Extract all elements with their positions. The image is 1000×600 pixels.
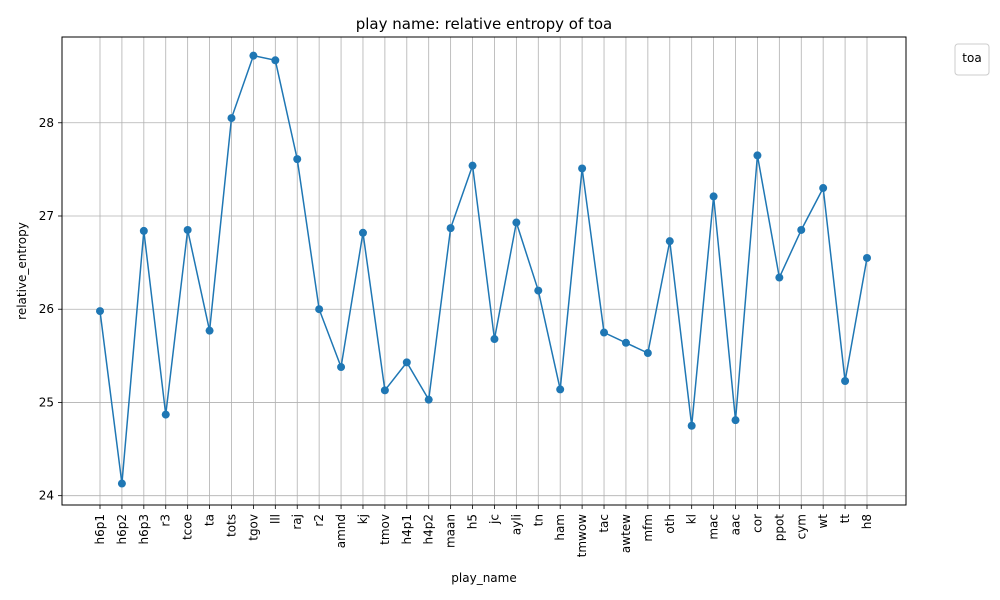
x-tick-label: wt: [816, 514, 830, 529]
x-tick-label: mac: [707, 514, 721, 540]
data-point: [315, 305, 324, 314]
data-point: [621, 338, 630, 347]
x-tick-label: h6p1: [93, 514, 107, 545]
data-point: [600, 328, 609, 337]
x-tick-label: oth: [663, 514, 677, 534]
x-tick-label: tmov: [378, 514, 392, 545]
x-tick-label: aac: [729, 514, 743, 535]
data-point: [512, 218, 521, 227]
data-point: [819, 184, 828, 193]
y-ticks: 24 25 26 27 28: [39, 116, 62, 503]
x-tick-label: tcoe: [181, 514, 195, 540]
data-point: [402, 358, 411, 367]
x-tick-label: kl: [685, 514, 699, 524]
x-tick-label: h6p3: [137, 514, 151, 545]
legend-title: toa: [962, 51, 981, 65]
data-point: [96, 307, 104, 316]
x-tick-label: tn: [531, 514, 545, 526]
x-tick-label: lll: [268, 514, 282, 524]
x-tick-label: h6p2: [115, 514, 129, 545]
data-point: [446, 224, 455, 233]
data-point: [227, 114, 236, 123]
data-point: [183, 225, 192, 234]
data-point: [687, 421, 696, 430]
x-tick-label: tac: [597, 514, 611, 533]
data-point: [293, 155, 302, 164]
data-point: [665, 237, 674, 246]
x-tick-label: h4p1: [400, 514, 414, 545]
y-tick-label: 28: [39, 116, 54, 130]
data-point: [337, 363, 346, 372]
data-point: [139, 226, 148, 235]
x-tick-label: h4p2: [422, 514, 436, 545]
data-point: [249, 51, 258, 60]
data-point: [863, 253, 871, 262]
data-point: [271, 56, 280, 65]
data-point: [578, 164, 587, 173]
plot-frame: [61, 36, 907, 506]
chart-title: play name: relative entropy of toa: [356, 15, 613, 33]
series-line: [99, 54, 868, 484]
x-tick-label: ayli: [509, 514, 523, 535]
x-tick-label: jc: [487, 514, 501, 525]
y-tick-label: 27: [39, 209, 54, 223]
y-tick-label: 24: [39, 489, 54, 503]
x-tick-label: r2: [312, 514, 326, 527]
x-tick-label: kj: [356, 514, 370, 524]
x-tick-label: cor: [750, 514, 764, 533]
data-point: [775, 273, 784, 282]
x-tick-label: h8: [860, 514, 874, 529]
data-point: [490, 335, 499, 344]
x-tick-label: tmwow: [575, 514, 589, 558]
data-point: [468, 161, 477, 170]
x-ticks: h6p1 h6p2 h6p3 r3 tcoe ta tots tgov lll raj r2 amnd…: [93, 505, 874, 557]
data-point: [753, 151, 762, 160]
x-tick-label: maan: [444, 514, 458, 548]
data-point: [117, 479, 126, 488]
data-point: [841, 377, 850, 386]
y-tick-label: 26: [39, 302, 54, 316]
data-point: [731, 416, 740, 425]
y-tick-label: 25: [39, 395, 54, 409]
data-point: [161, 410, 170, 419]
x-tick-label: awtew: [619, 514, 633, 553]
x-tick-label: ham: [553, 514, 567, 541]
x-tick-label: cym: [794, 514, 808, 539]
data-point: [380, 386, 389, 395]
legend-box: [954, 43, 990, 76]
x-tick-label: tt: [838, 514, 852, 524]
x-tick-label: tgov: [246, 514, 260, 541]
x-tick-label: h5: [466, 514, 480, 529]
data-point: [797, 225, 806, 234]
x-axis-label: play_name: [451, 571, 516, 585]
data-point: [534, 286, 543, 295]
data-point: [424, 395, 433, 404]
data-point: [643, 349, 652, 358]
data-point: [556, 385, 565, 394]
x-tick-label: ta: [203, 514, 217, 526]
x-tick-label: tots: [224, 514, 238, 537]
x-tick-label: amnd: [334, 514, 348, 548]
legend: toa: [954, 43, 990, 76]
x-tick-label: ppot: [772, 514, 786, 542]
gridlines: [62, 37, 906, 505]
x-tick-label: mfm: [641, 514, 655, 542]
x-tick-label: r3: [159, 514, 173, 527]
data-point: [205, 326, 214, 335]
data-point: [709, 192, 718, 201]
y-axis-label: relative_entropy: [15, 222, 29, 320]
x-tick-label: raj: [290, 514, 304, 530]
data-point: [358, 228, 367, 237]
data-points: [96, 51, 871, 488]
